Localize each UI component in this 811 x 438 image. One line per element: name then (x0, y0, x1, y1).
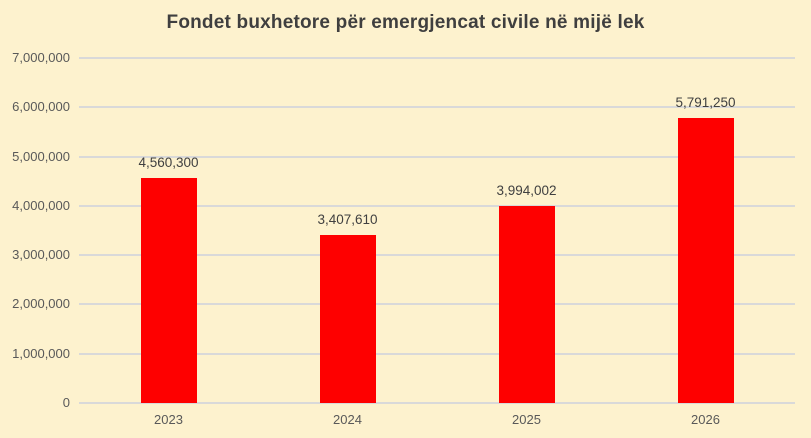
chart-title: Fondet buxhetore për emergjencat civile … (166, 12, 645, 33)
x-axis-tick-label-2026: 2026 (691, 412, 720, 427)
y-axis-tick-label: 2,000,000 (12, 296, 70, 312)
data-label-2023: 4,560,300 (138, 155, 199, 171)
bar-2025 (498, 206, 555, 403)
bar-2024 (319, 235, 376, 403)
x-axis-tick-label-2024: 2024 (333, 412, 362, 427)
data-label-2024: 3,407,610 (317, 212, 378, 228)
gridline (79, 155, 795, 158)
data-label-2025: 3,994,002 (496, 183, 557, 199)
gridline (79, 352, 795, 355)
y-axis-tick-label: 1,000,000 (12, 345, 70, 361)
data-label-2026: 5,791,250 (675, 94, 736, 110)
y-axis-tick-label: 0 (62, 395, 70, 410)
bar-2026 (677, 117, 734, 403)
y-axis-tick-label: 5,000,000 (12, 148, 70, 164)
gridline (79, 57, 795, 59)
y-axis-tick-label: 3,000,000 (12, 247, 70, 263)
y-axis-tick-label: 6,000,000 (12, 99, 70, 115)
x-axis-tick-label-2025: 2025 (512, 412, 541, 427)
gridline (79, 402, 795, 404)
gridline (79, 303, 795, 306)
y-axis-tick-label: 7,000,000 (12, 50, 70, 65)
gridline (79, 254, 795, 257)
bar-2023 (140, 178, 197, 403)
gridline (79, 106, 795, 109)
y-axis-tick-label: 4,000,000 (12, 197, 70, 213)
x-axis-tick-label-2023: 2023 (154, 412, 183, 427)
gridline (79, 204, 795, 207)
